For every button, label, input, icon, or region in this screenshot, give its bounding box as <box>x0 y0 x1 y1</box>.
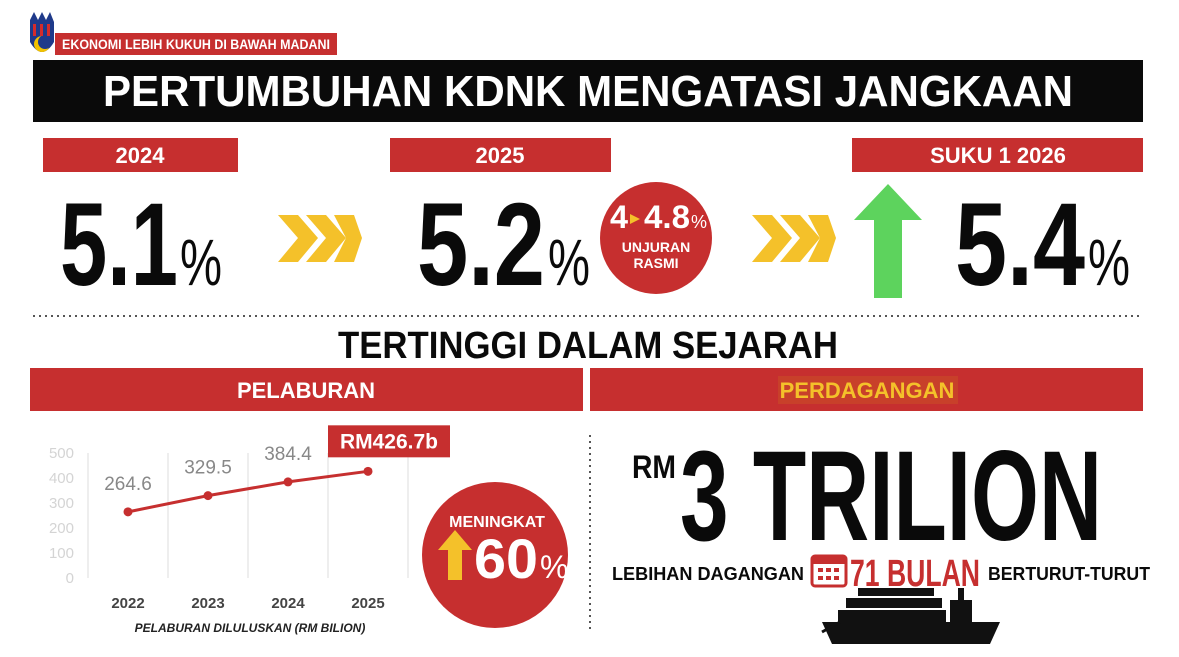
value-label: 264.6 <box>104 474 152 495</box>
period-label: SUKU 1 2026 <box>930 143 1066 168</box>
increase-value: 60 <box>474 527 538 590</box>
period-unit: % <box>1088 225 1130 299</box>
subtitle: TERTINGGI DALAM SEJARAH <box>338 325 838 367</box>
period-label: 2025 <box>476 143 525 168</box>
projection-unit: % <box>691 212 707 232</box>
section-title: PELABURAN <box>237 378 375 403</box>
projection-label: RASMI <box>633 255 678 271</box>
badge: EKONOMI LEBIH KUKUH DI BAWAH MADANI <box>62 36 330 52</box>
chevrons <box>278 215 836 262</box>
y-tick-label: 0 <box>66 570 74 587</box>
value-label: 384.4 <box>264 444 312 465</box>
title: PERTUMBUHAN KDNK MENGATASI JANGKAAN <box>103 67 1073 116</box>
trade-caption: LEBIHAN DAGANGAN <box>612 564 804 584</box>
x-tick-label: 2025 <box>351 595 384 612</box>
calendar-icon <box>810 554 848 588</box>
section-highlight <box>778 376 958 404</box>
line <box>127 469 369 514</box>
period-label: 2024 <box>116 143 166 168</box>
projection-arrow <box>630 214 640 224</box>
trade-currency: RM <box>632 449 676 485</box>
x-axis-title: PELABURAN DILULUSKAN (RM BILION) <box>135 621 366 635</box>
value-label-bg <box>328 425 450 458</box>
period-header <box>43 138 238 172</box>
projection-circle <box>600 182 712 294</box>
increase-arrow <box>438 530 472 580</box>
point <box>283 477 293 487</box>
title-bar <box>33 60 1143 122</box>
trade-caption: BERTURUT-TURUT <box>988 564 1150 584</box>
period-unit: % <box>180 225 222 299</box>
y-tick-label: 200 <box>49 520 74 537</box>
increase-circle <box>422 482 568 628</box>
period-header <box>390 138 611 172</box>
x-tick-label: 2023 <box>191 595 224 612</box>
period-header <box>852 138 1143 172</box>
logo <box>30 12 54 52</box>
y-tick-label: 400 <box>49 470 74 487</box>
value-label: RM426.7b <box>340 430 438 453</box>
period-unit: % <box>548 225 590 299</box>
badge-bg <box>55 33 337 55</box>
y-tick-label: 300 <box>49 495 74 512</box>
y-tick-label: 500 <box>49 445 74 462</box>
increase-label: MENINGKAT <box>449 514 545 531</box>
ship-icon <box>821 588 1000 644</box>
line-chart: 0 100 200 300 400 500 264.6 2022 329.5 2023 384.4 2… <box>49 425 450 635</box>
point <box>203 491 213 501</box>
trade-amount: 3 TRILION <box>680 425 1102 568</box>
y-tick-label: 100 <box>49 545 74 562</box>
period-value: 5.1 <box>60 179 178 311</box>
projection-from: 4 <box>610 199 628 235</box>
point <box>123 507 133 517</box>
x-tick-label: 2024 <box>271 595 305 612</box>
projection-label: UNJURAN <box>622 239 690 255</box>
section-title: PERDAGANGAN <box>780 378 955 403</box>
section-bar <box>30 368 583 411</box>
point <box>363 466 373 476</box>
increase-unit: % <box>540 549 568 585</box>
period-value: 5.2 <box>417 179 545 311</box>
value-label: 329.5 <box>184 458 232 479</box>
x-tick-label: 2022 <box>111 595 144 612</box>
projection-to: 4.8 <box>644 199 690 235</box>
up-arrow <box>854 184 922 298</box>
period-value: 5.4 <box>955 179 1085 311</box>
